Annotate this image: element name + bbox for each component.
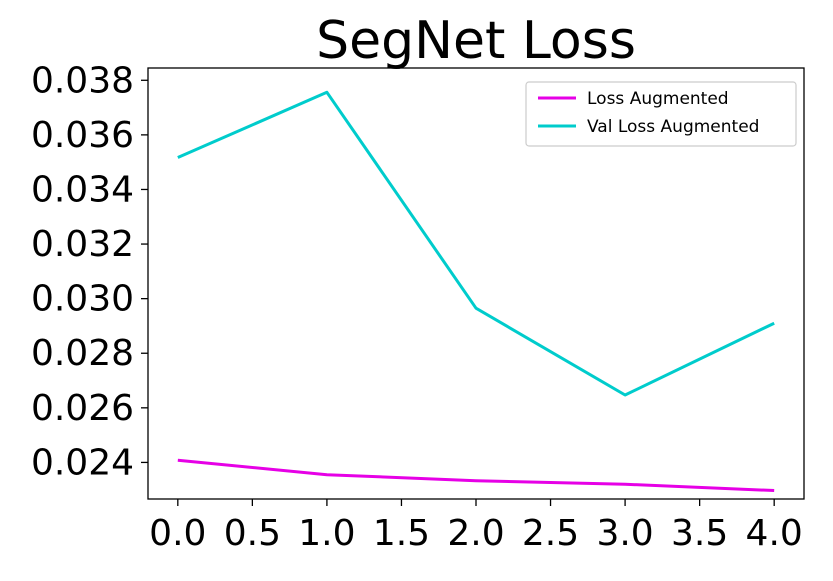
x-tick-label: 3.5 <box>671 513 728 554</box>
x-tick-label: 0.0 <box>149 513 206 554</box>
legend: Loss Augmented Val Loss Augmented <box>525 81 797 147</box>
y-axis: 0.024 0.026 0.028 0.030 0.032 0.034 0.036 0.038 <box>31 60 148 483</box>
y-tick-label: 0.030 <box>31 279 134 320</box>
y-tick-label: 0.024 <box>31 442 134 483</box>
x-tick-label: 0.5 <box>224 513 281 554</box>
x-tick-label: 1.5 <box>373 513 430 554</box>
y-tick-label: 0.034 <box>31 169 134 210</box>
chart-title: SegNet Loss <box>316 11 636 71</box>
series-line-loss-augmented <box>177 458 775 493</box>
series-layer <box>177 90 775 493</box>
y-tick-label: 0.026 <box>31 388 134 429</box>
x-tick-label: 4.0 <box>746 513 803 554</box>
x-tick-label: 2.5 <box>522 513 579 554</box>
legend-label-val-loss-augmented: Val Loss Augmented <box>587 117 759 137</box>
x-tick-label: 2.0 <box>447 513 504 554</box>
series-line-val-loss-augmented <box>177 90 775 397</box>
y-tick-label: 0.038 <box>31 60 134 101</box>
legend-box <box>525 81 797 147</box>
y-tick-label: 0.036 <box>31 115 134 156</box>
legend-label-loss-augmented: Loss Augmented <box>587 89 729 109</box>
x-axis: 0.0 0.5 1.0 1.5 2.0 2.5 3.0 3.5 4.0 <box>149 499 803 554</box>
y-tick-label: 0.032 <box>31 224 134 265</box>
y-tick-label: 0.028 <box>31 333 134 374</box>
x-tick-label: 1.0 <box>298 513 355 554</box>
x-tick-label: 3.0 <box>596 513 653 554</box>
